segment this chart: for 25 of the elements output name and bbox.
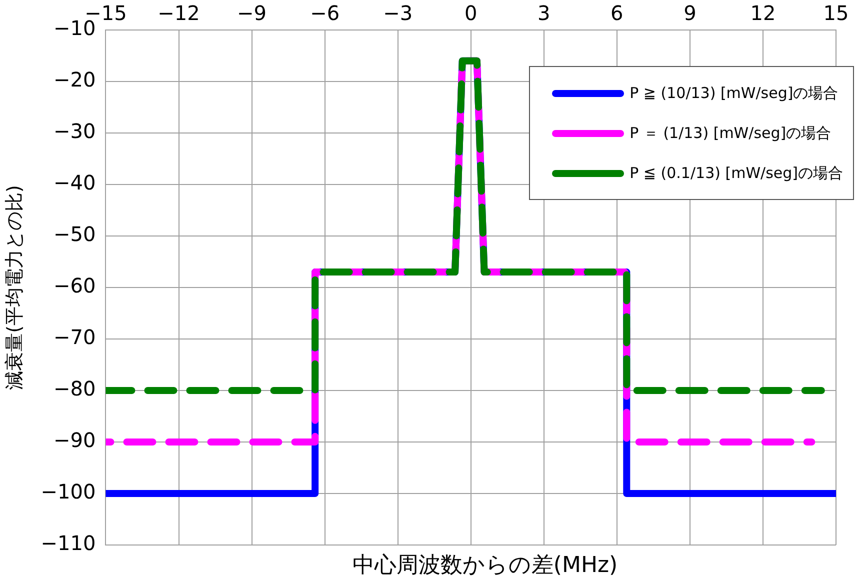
y-tick-label: −60	[54, 274, 96, 298]
x-tick-label: 6	[610, 1, 624, 26]
y-tick-label: −100	[40, 480, 96, 504]
x-tick-label: 15	[823, 1, 849, 26]
x-tick-label: 9	[684, 1, 696, 26]
y-tick-label: −90	[54, 428, 96, 452]
x-tick-label: 0	[464, 1, 478, 26]
x-axis-title: 中心周波数からの差(MHz)	[351, 552, 619, 579]
x-tick-label: −12	[158, 1, 200, 26]
y-tick-label: −20	[54, 68, 96, 92]
x-tick-label: −9	[237, 1, 267, 26]
y-tick-label: −70	[54, 325, 96, 350]
x-tick-label: 3	[538, 1, 550, 26]
y-tick-label: −110	[40, 531, 96, 556]
legend-label: P ≧ (10/13) [mW/seg]の場合	[630, 84, 838, 102]
y-tick-label: −80	[54, 376, 96, 401]
legend-label: P ＝ (1/13) [mW/seg]の場合	[630, 124, 832, 142]
x-tick-label: −6	[310, 1, 340, 26]
x-tick-label: −3	[383, 1, 413, 26]
y-axis-title: 減衰量(平均電力との比)	[3, 185, 26, 390]
legend-label: P ≦ (0.1/13) [mW/seg]の場合	[630, 164, 843, 182]
y-tick-label: −30	[54, 119, 96, 144]
y-tick-label: −40	[54, 170, 96, 195]
x-tick-label: 12	[750, 1, 776, 26]
y-tick-label: −50	[54, 222, 96, 246]
